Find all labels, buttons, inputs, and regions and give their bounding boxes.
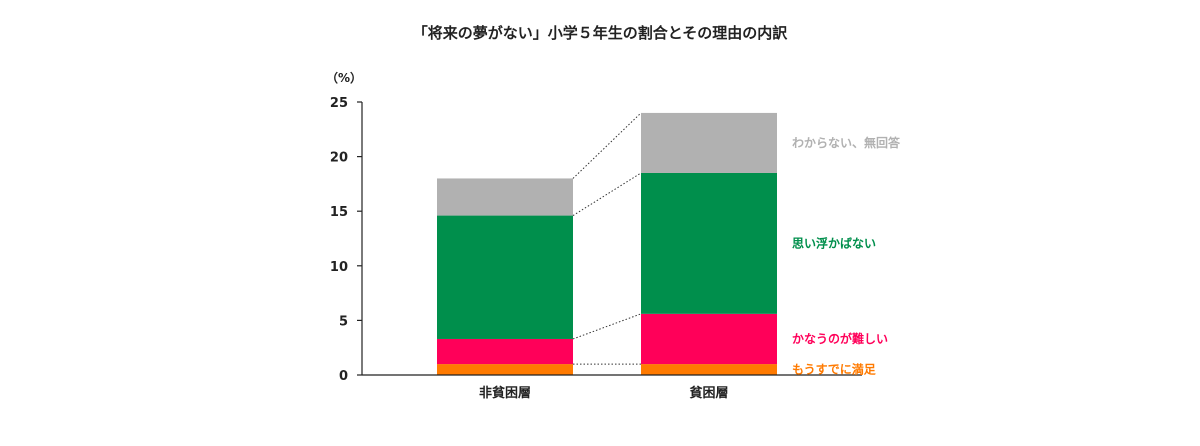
connector-line: [572, 313, 642, 340]
connector-lines: [572, 112, 642, 365]
y-tick-label: 15: [330, 205, 348, 220]
legend-label: もうすでに満足: [792, 362, 876, 377]
legend-label: わからない、無回答: [792, 135, 901, 150]
bar-segment: [641, 172, 777, 314]
y-tick-label: 0: [339, 369, 348, 384]
x-category-label: 非貧困層: [479, 385, 531, 401]
connector-line: [572, 112, 642, 179]
y-tick-label: 25: [330, 96, 348, 111]
y-axis-unit-label: （%）: [326, 70, 362, 85]
y-axis-ticks: 0 5 10 15 20 25: [330, 96, 362, 384]
bar-stacks: [437, 112, 777, 375]
legend-label: 思い浮かばない: [792, 235, 876, 250]
bar-segment: [437, 215, 573, 339]
y-tick-label: 10: [330, 260, 348, 275]
bar-segment: [437, 178, 573, 216]
legend-label: かなうのが難しい: [792, 331, 888, 346]
connector-line: [572, 172, 642, 216]
y-tick-label: 20: [330, 151, 348, 166]
x-axis-labels: 非貧困層 貧困層: [479, 385, 729, 401]
bar-segment: [437, 364, 573, 375]
y-tick-label: 5: [339, 314, 348, 329]
bar-segment: [437, 338, 573, 365]
bar-segment: [641, 313, 777, 365]
bar-segment: [641, 112, 777, 173]
x-category-label: 貧困層: [689, 385, 728, 401]
bar-segment: [641, 364, 777, 375]
chart-title: 「将来の夢がない」小学５年生の割合とその理由の内訳: [413, 24, 789, 42]
